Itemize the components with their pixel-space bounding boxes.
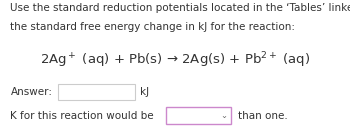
Text: 2Ag$^+$ (aq) + Pb(s) → 2Ag(s) + Pb$^{2+}$ (aq): 2Ag$^+$ (aq) + Pb(s) → 2Ag(s) + Pb$^{2+}…: [40, 51, 310, 70]
Text: ⌄: ⌄: [220, 111, 228, 120]
FancyBboxPatch shape: [166, 107, 231, 124]
Text: K for this reaction would be: K for this reaction would be: [10, 111, 154, 121]
FancyBboxPatch shape: [58, 84, 135, 100]
Text: kJ: kJ: [140, 87, 149, 97]
Text: Use the standard reduction potentials located in the ‘Tables’ linked above to ca: Use the standard reduction potentials lo…: [10, 3, 350, 13]
Text: the standard free energy change in kJ for the reaction:: the standard free energy change in kJ fo…: [10, 22, 295, 32]
Text: Answer:: Answer:: [10, 87, 52, 97]
Text: than one.: than one.: [238, 111, 288, 121]
